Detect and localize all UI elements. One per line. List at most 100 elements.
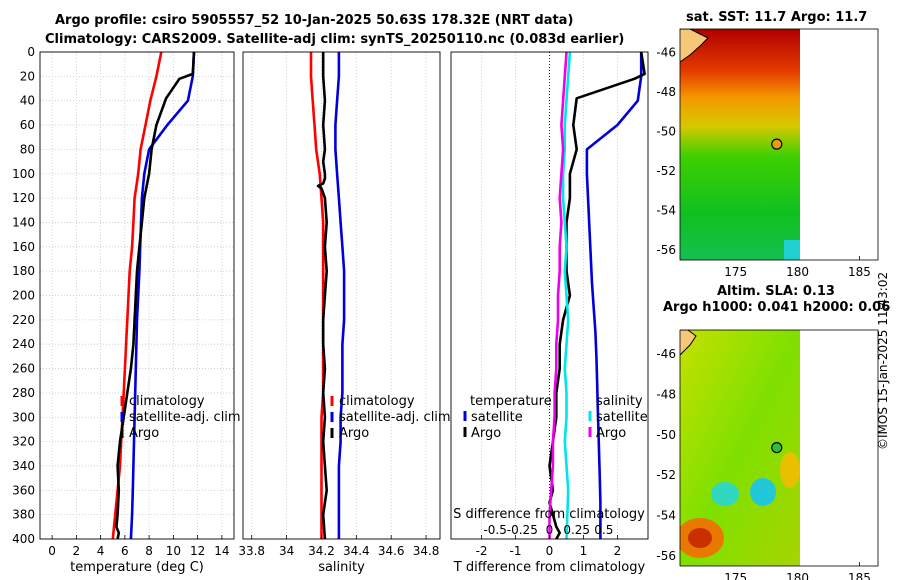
legend-label: Argo bbox=[471, 426, 501, 441]
x-tick-label: 34.4 bbox=[343, 544, 370, 558]
argo-position-marker-sst bbox=[771, 138, 783, 150]
sla-yellow-patch bbox=[780, 452, 800, 488]
axes-frame bbox=[39, 51, 235, 540]
map-y-tick-label: -52 bbox=[656, 468, 676, 482]
temperature-panel: 0 2 4 6 8 10 12 14 temperature (deg C) 0 20 40 60 80 1… bbox=[12, 45, 235, 575]
map-y-tick-label: -56 bbox=[656, 549, 676, 563]
sla-eddy-2 bbox=[750, 478, 776, 506]
x-tick-label: 0 bbox=[546, 544, 554, 558]
salinity-panel: 33.8 34 34.2 34.4 34.6 34.8 salinity bbox=[238, 51, 441, 575]
y-tick-label: 380 bbox=[12, 508, 35, 522]
legend-label: Argo bbox=[596, 426, 626, 441]
y-tick-label: 400 bbox=[12, 532, 35, 546]
map-y-tick-label: -46 bbox=[656, 347, 676, 361]
secondary-axis-label: S difference from climatology bbox=[453, 507, 645, 522]
sla-map-title-2: Argo h1000: 0.041 h2000: 0.06 bbox=[663, 300, 891, 315]
land-nz-sla bbox=[680, 330, 696, 355]
x-tick-label: 2 bbox=[614, 544, 622, 558]
legend-heading-salinity: salinity bbox=[596, 394, 643, 409]
x-tick-label: 10 bbox=[166, 544, 181, 558]
x-axis-label: temperature (deg C) bbox=[70, 560, 204, 575]
coastline-sst bbox=[680, 29, 709, 63]
sla-eddy-1 bbox=[711, 482, 739, 506]
map-x-tick-label: 175 bbox=[724, 571, 747, 580]
x-tick-label: 33.8 bbox=[238, 544, 265, 558]
legend-label: satellite bbox=[471, 410, 523, 425]
y-tick-label: 260 bbox=[12, 362, 35, 376]
map-y-tick-label: -48 bbox=[656, 388, 676, 402]
series-climatology bbox=[111, 51, 163, 540]
legend-label: satellite-adj. clim bbox=[129, 410, 241, 425]
title-line-2: Climatology: CARS2009. Satellite-adj cli… bbox=[45, 32, 625, 47]
legend-label: climatology bbox=[129, 394, 205, 409]
land-nz-sst bbox=[680, 29, 708, 62]
x-tick-label: 34.2 bbox=[308, 544, 335, 558]
secondary-tick-label: -0.25 bbox=[507, 523, 538, 537]
secondary-tick-label: -0.5 bbox=[483, 523, 506, 537]
map-y-tick-label: -46 bbox=[656, 46, 676, 60]
y-tick-label: 280 bbox=[12, 386, 35, 400]
legend-difference-panel: temperaturesatelliteArgosalinitysatellit… bbox=[453, 394, 648, 537]
x-tick-label: 4 bbox=[97, 544, 105, 558]
series-salinity-satellite bbox=[561, 51, 572, 540]
map-y-tick-label: -48 bbox=[656, 85, 676, 99]
series-argo bbox=[316, 52, 329, 540]
map-x-tick-label: 185 bbox=[848, 571, 871, 580]
axes-frame bbox=[242, 51, 441, 540]
sla-map-frame bbox=[679, 329, 879, 567]
secondary-tick-label: 0.5 bbox=[594, 523, 613, 537]
map-y-tick-label: -56 bbox=[656, 243, 676, 257]
legend-label: satellite-adj. clim bbox=[339, 410, 451, 425]
x-axis-label: salinity bbox=[318, 560, 365, 575]
sla-map bbox=[679, 329, 879, 567]
y-tick-label: 0 bbox=[27, 45, 35, 59]
legend-heading-temperature: temperature bbox=[470, 394, 552, 409]
series-satellite-adj-clim bbox=[334, 52, 346, 539]
series-argo bbox=[115, 51, 196, 540]
x-tick-label: 2 bbox=[73, 544, 81, 558]
legend-label: Argo bbox=[129, 426, 159, 441]
map-x-tick-label: 180 bbox=[786, 265, 809, 279]
coastline-sla bbox=[680, 330, 697, 356]
difference-panel: -2 -1 0 1 2 T difference from climatology bbox=[450, 51, 649, 575]
y-tick-label: 40 bbox=[20, 94, 35, 108]
y-tick-label: 180 bbox=[12, 264, 35, 278]
map-x-tick-label: 180 bbox=[786, 571, 809, 580]
map-y-tick-label: -50 bbox=[656, 125, 676, 139]
x-tick-label: -2 bbox=[476, 544, 488, 558]
sst-map bbox=[679, 28, 879, 261]
x-tick-label: 1 bbox=[580, 544, 588, 558]
maps-group bbox=[679, 28, 879, 567]
title-line-1: Argo profile: csiro 5905557_52 10-Jan-20… bbox=[55, 13, 574, 28]
sst-map-frame bbox=[679, 28, 879, 261]
secondary-tick-label: 0 bbox=[546, 523, 554, 537]
x-tick-label: 34.8 bbox=[413, 544, 440, 558]
sla-warm-core bbox=[688, 528, 712, 548]
y-tick-label: 220 bbox=[12, 313, 35, 327]
y-tick-label: 120 bbox=[12, 191, 35, 205]
x-tick-label: 12 bbox=[190, 544, 205, 558]
series-climatology bbox=[309, 52, 325, 539]
x-tick-label: -1 bbox=[510, 544, 522, 558]
y-tick-label: 140 bbox=[12, 215, 35, 229]
y-tick-label: 20 bbox=[20, 69, 35, 83]
y-tick-label: 200 bbox=[12, 289, 35, 303]
map-y-tick-label: -50 bbox=[656, 428, 676, 442]
sla-map-title-1: Altim. SLA: 0.13 bbox=[717, 284, 835, 299]
x-tick-label: 34 bbox=[279, 544, 294, 558]
y-tick-label: 160 bbox=[12, 240, 35, 254]
map-y-tick-label: -54 bbox=[656, 509, 676, 523]
secondary-tick-label: 0.25 bbox=[563, 523, 590, 537]
sst-map-title: sat. SST: 11.7 Argo: 11.7 bbox=[686, 10, 868, 25]
sst-cool-patch bbox=[784, 240, 800, 260]
legend-label: satellite bbox=[596, 410, 648, 425]
map-y-tick-label: -52 bbox=[656, 164, 676, 178]
y-tick-label: 80 bbox=[20, 142, 35, 156]
legend-label: Argo bbox=[339, 426, 369, 441]
x-tick-label: 8 bbox=[145, 544, 153, 558]
x-axis-label: T difference from climatology bbox=[453, 560, 646, 575]
y-tick-label: 360 bbox=[12, 483, 35, 497]
x-tick-label: 6 bbox=[121, 544, 129, 558]
